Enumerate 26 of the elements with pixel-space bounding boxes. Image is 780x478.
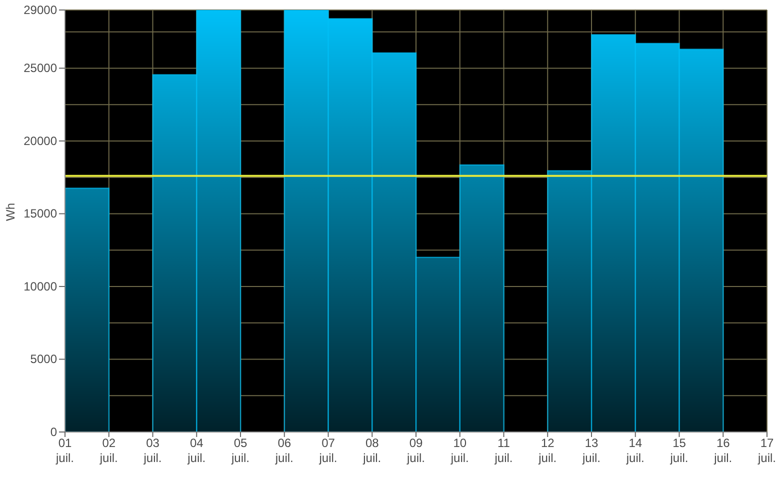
x-tick-label: 17 juil.: [756, 436, 776, 465]
x-tick-label: 07 juil.: [318, 436, 338, 465]
x-tick-label: 08 juil.: [362, 436, 382, 465]
y-tick-label: 15000: [24, 206, 58, 221]
y-tick-label: 25000: [24, 61, 58, 76]
x-tick-label: 05 juil.: [230, 436, 250, 465]
y-tick-label: 5000: [30, 352, 58, 366]
y-axis-title: Wh: [3, 203, 18, 221]
x-tick-label: 11 juil.: [494, 436, 513, 465]
x-tick-label: 04 juil.: [186, 436, 206, 465]
x-tick-label: 14 juil.: [625, 436, 644, 465]
x-tick-label: 12 juil.: [538, 436, 557, 465]
x-tick-label: 15 juil.: [669, 436, 688, 465]
x-tick-label: 01 juil.: [54, 436, 74, 465]
y-tick-label: 29000: [24, 3, 58, 17]
x-tick-label: 16 juil.: [713, 436, 732, 465]
bar: [65, 188, 110, 432]
y-tick-label: 0: [50, 425, 58, 439]
x-tick-label: 09 juil.: [406, 436, 426, 465]
x-tick-label: 03 juil.: [142, 436, 162, 465]
y-tick-label: 10000: [24, 279, 58, 294]
x-tick-label: 10 juil.: [450, 436, 469, 465]
y-tick-label: 20000: [24, 134, 58, 148]
x-tick-label: 02 juil.: [98, 436, 118, 465]
x-tick-label: 13 juil.: [581, 436, 601, 465]
x-tick-label: 06 juil.: [274, 436, 294, 465]
